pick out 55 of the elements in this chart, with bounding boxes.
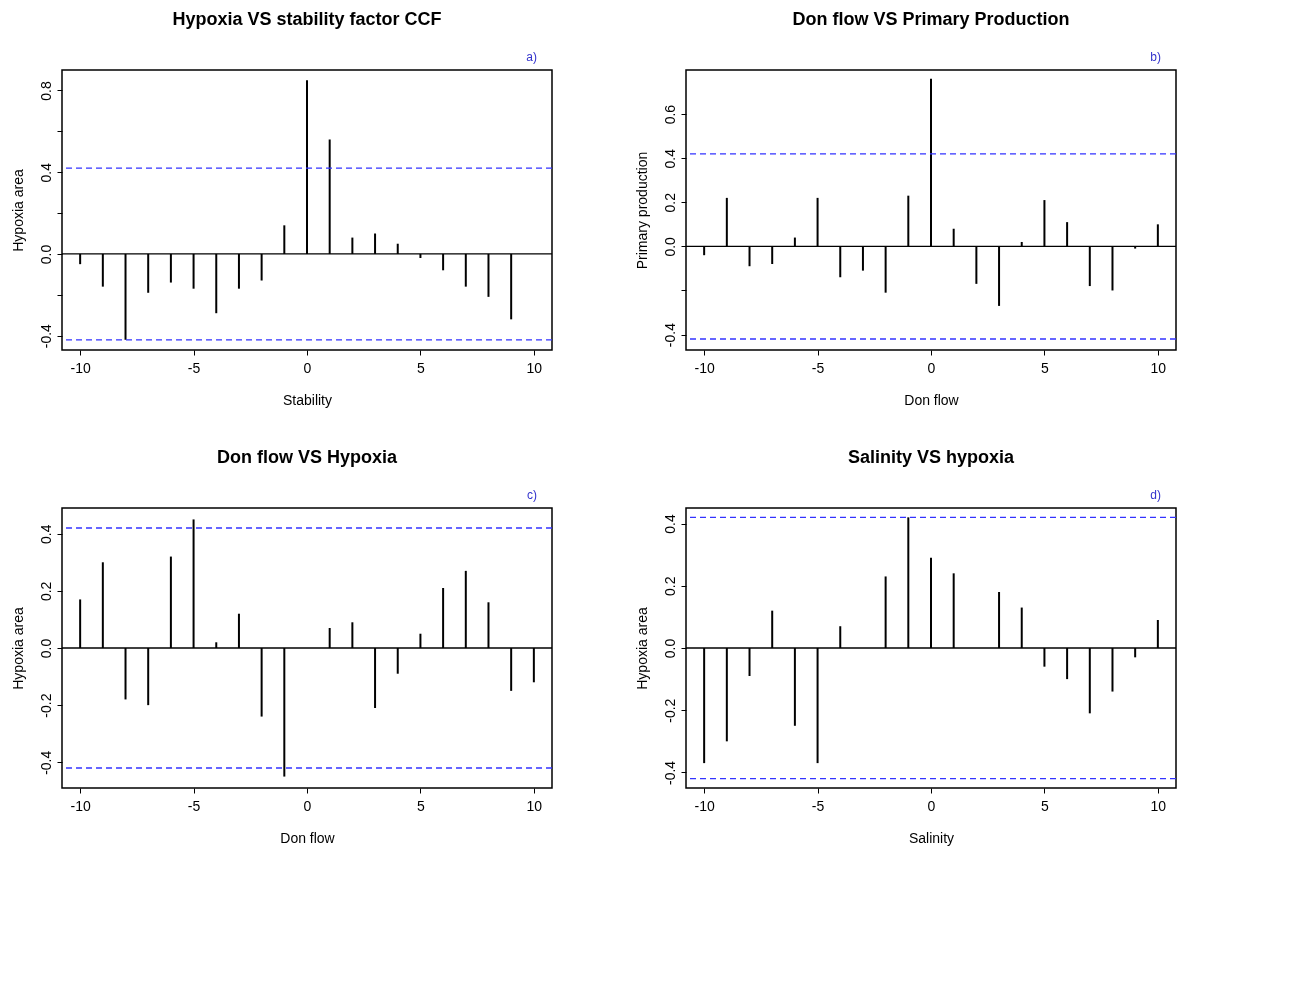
y-tick-label: 0.0 <box>37 638 54 659</box>
y-axis-title: Hypoxia area <box>9 169 26 252</box>
x-tick-label: -5 <box>811 359 825 376</box>
x-axis-title: Stability <box>282 391 333 408</box>
x-tick-label: -5 <box>187 359 201 376</box>
text: b) <box>1150 50 1161 64</box>
x-tick-label: -10 <box>70 359 91 376</box>
x-tick-label: 10 <box>1150 359 1167 376</box>
x-tick-label: 10 <box>1150 797 1167 814</box>
chart-title: Hypoxia VS stability factor CCF <box>172 9 442 29</box>
y-tick-label: 0.0 <box>661 638 678 659</box>
chart-title: Salinity VS hypoxia <box>847 447 1016 467</box>
y-tick-label: -0.2 <box>37 693 54 718</box>
y-tick-label: 0.2 <box>661 192 678 213</box>
y-tick-label: 0.4 <box>661 514 678 534</box>
y-tick-label: 0.8 <box>37 81 54 101</box>
y-tick-label: -0.4 <box>661 760 678 786</box>
y-tick-label: 0.4 <box>661 148 678 169</box>
y-tick-label: -0.4 <box>661 322 678 348</box>
text: d) <box>1150 488 1161 502</box>
x-tick-label: -10 <box>694 797 715 814</box>
x-tick-label: 0 <box>927 359 936 376</box>
y-tick-label: 0.0 <box>37 244 54 265</box>
x-tick-label: 0 <box>303 797 312 814</box>
x-tick-label: 5 <box>417 359 426 376</box>
y-tick-label: 0.0 <box>661 236 678 257</box>
y-tick-label: -0.4 <box>37 323 54 349</box>
y-tick-label: 0.2 <box>661 576 678 597</box>
text: a) <box>526 50 537 64</box>
y-axis-title: Hypoxia area <box>9 607 26 690</box>
y-tick-label: -0.2 <box>661 698 678 723</box>
x-tick-label: 0 <box>927 797 936 814</box>
x-tick-label: -5 <box>187 797 201 814</box>
chart-title: Don flow VS Hypoxia <box>216 447 398 467</box>
chart-title: Don flow VS Primary Production <box>792 9 1070 29</box>
x-tick-label: -5 <box>811 797 825 814</box>
x-axis-title: Don flow <box>904 391 960 408</box>
x-tick-label: 0 <box>303 359 312 376</box>
y-axis-title: Hypoxia area <box>633 607 650 690</box>
x-axis-title: Salinity <box>908 829 955 846</box>
y-axis-title: Primary production <box>633 151 650 270</box>
y-tick-label: 0.4 <box>37 162 54 183</box>
x-tick-label: 5 <box>1041 359 1050 376</box>
y-tick-label: -0.4 <box>37 750 54 775</box>
x-tick-label: -10 <box>694 359 715 376</box>
y-tick-label: 0.6 <box>661 104 678 125</box>
y-tick-label: 0.2 <box>37 581 54 602</box>
x-tick-label: 5 <box>1041 797 1050 814</box>
x-tick-label: 10 <box>526 797 543 814</box>
text: c) <box>527 488 537 502</box>
x-tick-label: 10 <box>526 359 543 376</box>
x-axis-title: Don flow <box>280 829 336 846</box>
x-tick-label: -10 <box>70 797 91 814</box>
x-tick-label: 5 <box>417 797 426 814</box>
y-tick-label: 0.4 <box>37 524 54 544</box>
